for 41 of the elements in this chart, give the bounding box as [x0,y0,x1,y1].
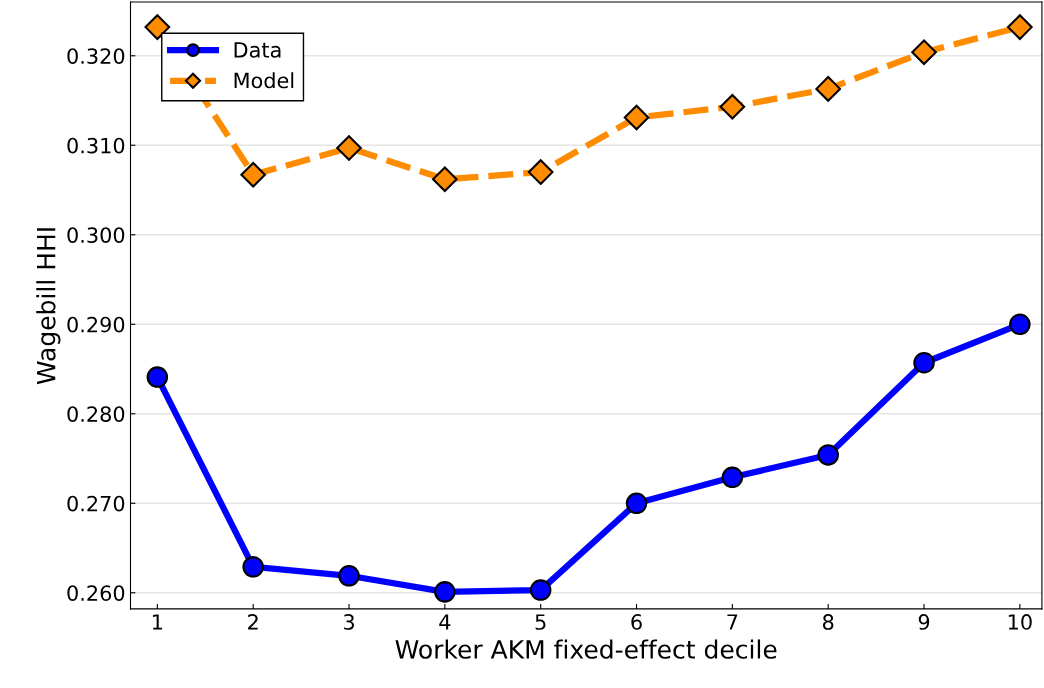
point [1007,14,1033,40]
point [146,366,169,388]
point [338,565,360,587]
x-tick-label: 9 [918,614,930,630]
point [817,444,839,466]
x-axis-title: Worker AKM fixed-effect decile [395,639,777,659]
point [240,161,266,188]
x-tick-label: 2 [248,614,258,630]
y-axis-title: Wagebill HHI [36,228,61,385]
point [432,166,458,193]
point [527,159,554,185]
x-tick-label: 8 [822,614,834,630]
y-tick-label: 0.290 [67,316,125,333]
y-tick-label: 0.300 [67,227,125,243]
point [529,579,552,601]
point [721,466,744,489]
point [719,93,746,120]
y-tick-label: 0.320 [67,48,125,64]
point [144,14,171,40]
point [623,104,650,131]
x-tick-label: 7 [727,614,738,630]
y-tick-label: 0.280 [67,406,125,422]
x-tick-label: 3 [343,614,354,630]
point [913,351,935,374]
point [242,556,264,578]
x-tick-label: 1 [153,614,163,630]
legend-label: Data [234,42,281,58]
point [434,581,456,603]
x-tick-label: 10 [1008,614,1032,630]
x-tick-label: 5 [535,614,546,630]
y-tick-label: 0.310 [67,137,125,154]
point [911,39,937,66]
x-tick-label: 4 [439,614,451,630]
point [815,76,842,102]
y-tick-label: 0.270 [67,495,125,512]
point [1009,313,1031,336]
point [336,135,362,161]
y-tick-label: 0.260 [67,585,125,601]
point [625,492,648,515]
legend-label: Model [234,72,294,89]
x-tick-label: 6 [631,614,642,630]
